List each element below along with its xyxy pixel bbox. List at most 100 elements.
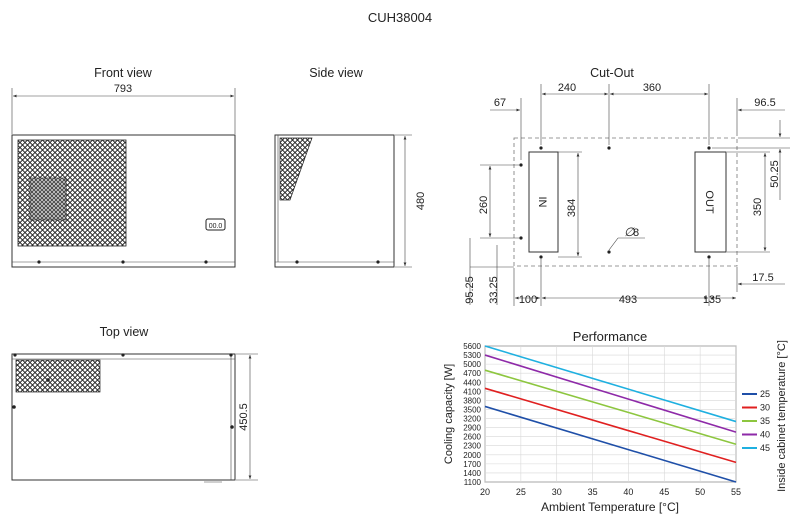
y-tick-label: 3500 (463, 405, 481, 414)
cutout-dim-350: 350 (752, 198, 764, 216)
y-tick-label: 4100 (463, 387, 481, 396)
cutout-outline (513, 137, 738, 267)
x-tick-label: 20 (480, 487, 490, 497)
hole-top-center (607, 146, 611, 150)
hole-left-upper (519, 163, 523, 167)
chart-legend: 25 30 35 40 45 (742, 389, 770, 453)
cutout-dim-493: 493 (619, 294, 637, 306)
legend-title: Inside cabinet temperature [°C] (776, 340, 788, 492)
side-screw-left (295, 260, 299, 264)
front-screw-right (204, 260, 208, 264)
legend-label-25: 25 (760, 389, 770, 399)
x-axis-label: Ambient Temperature [°C] (541, 500, 679, 514)
drawing-title: CUH38004 (368, 10, 432, 25)
side-body (274, 134, 395, 268)
cutout-dim-360: 360 (643, 82, 661, 94)
display-readout: 00.0 (209, 223, 223, 230)
hole-left-lower (519, 236, 523, 240)
top-view: Top view 450.5 (11, 325, 258, 483)
series-line-30 (484, 387, 737, 464)
cutout-in-opening (528, 151, 559, 253)
cutout-dim-240: 240 (558, 82, 576, 94)
hole-top-left (539, 146, 543, 150)
top-grille-hole (46, 378, 50, 382)
y-tick-label: 4400 (463, 378, 481, 387)
performance-chart: Performance 1100140017002000230026002900… (443, 329, 788, 514)
y-tick-label: 2000 (463, 451, 481, 460)
x-tick-label: 30 (552, 487, 562, 497)
top-screw-2 (121, 353, 125, 357)
y-tick-label: 3800 (463, 396, 481, 405)
cutout-dim-9525: 95.25 (464, 276, 476, 304)
cutout-dim-135: 135 (703, 294, 721, 306)
hole-top-right (707, 146, 711, 150)
x-tick-label: 50 (695, 487, 705, 497)
front-view: Front view 793 00.0 (11, 66, 236, 268)
front-body (11, 134, 236, 268)
cutout-hole-diameter: 8 (633, 227, 639, 239)
front-view-title: Front view (94, 66, 153, 80)
cutout-dim-3325: 33.25 (488, 276, 500, 304)
x-tick-label: 25 (516, 487, 526, 497)
side-screw-right (376, 260, 380, 264)
diameter-symbol: ∅ (624, 225, 635, 239)
y-tick-label: 5000 (463, 360, 481, 369)
cutout-view: Cut-Out IN OUT 67 240 360 96.5 (464, 66, 790, 306)
series-lines (484, 345, 737, 483)
top-air-grille (15, 359, 101, 393)
top-view-title: Top view (100, 325, 150, 339)
hole-bottom-left (539, 255, 543, 259)
legend-label-30: 30 (760, 403, 770, 413)
series-line-45 (484, 345, 737, 423)
y-tick-label: 2600 (463, 433, 481, 442)
x-tick-label: 35 (588, 487, 598, 497)
temperature-display (205, 218, 226, 231)
top-side-hole-right (230, 425, 234, 429)
x-axis-ticks: 20 25 30 35 40 45 50 55 (480, 487, 741, 497)
cutout-dim-965: 96.5 (754, 97, 775, 109)
top-side-hole-left (12, 405, 16, 409)
x-tick-label: 55 (731, 487, 741, 497)
series-line-40 (484, 354, 737, 433)
front-screw-left (37, 260, 41, 264)
y-tick-label: 5300 (463, 351, 481, 360)
x-tick-label: 40 (623, 487, 633, 497)
cutout-dim-384: 384 (566, 199, 578, 217)
front-width-label: 793 (114, 83, 132, 95)
cutout-dim-5025: 50.25 (769, 160, 781, 188)
top-screw-3 (229, 353, 233, 357)
cutout-dim-67: 67 (494, 97, 506, 109)
hole-bottom-right (707, 255, 711, 259)
side-fin-block (279, 137, 313, 201)
series-line-35 (484, 369, 737, 445)
y-tick-label: 1100 (464, 478, 482, 487)
y-tick-label: 3200 (463, 415, 481, 424)
front-screw-center (121, 260, 125, 264)
chart-title: Performance (573, 329, 647, 344)
y-tick-label: 4700 (463, 369, 481, 378)
hole-bottom-center (607, 250, 611, 254)
cutout-dim-260: 260 (478, 196, 490, 214)
side-view-title: Side view (309, 66, 363, 80)
side-height-label: 480 (415, 192, 427, 210)
cutout-dim-100: 100 (519, 294, 537, 306)
top-depth-label: 450.5 (238, 403, 250, 431)
legend-label-35: 35 (760, 416, 770, 426)
y-tick-label: 1700 (463, 460, 481, 469)
series-line-25 (484, 405, 737, 483)
y-tick-label: 1400 (463, 469, 481, 478)
hole-leader-line (608, 237, 619, 251)
y-axis-label: Cooling capacity [W] (443, 364, 455, 464)
legend-label-45: 45 (760, 443, 770, 453)
legend-label-40: 40 (760, 430, 770, 440)
cutout-out-opening (694, 151, 727, 253)
y-tick-label: 2900 (463, 424, 481, 433)
top-screw-1 (13, 353, 17, 357)
x-tick-label: 45 (659, 487, 669, 497)
cutout-dim-175: 17.5 (752, 272, 773, 284)
cutout-title: Cut-Out (590, 66, 634, 80)
in-label: IN (536, 197, 548, 208)
y-tick-label: 2300 (463, 442, 481, 451)
y-tick-label: 5600 (463, 342, 481, 351)
